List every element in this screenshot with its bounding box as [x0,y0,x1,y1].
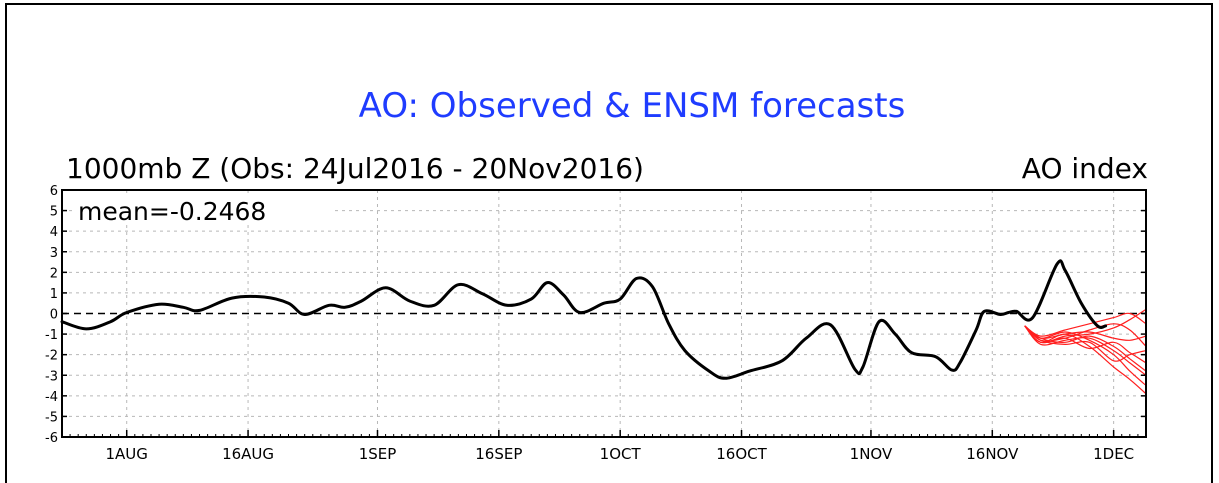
chart-frame [5,3,1213,483]
x-tick-label: 16NOV [966,445,1019,463]
y-tick-label: 2 [50,266,58,281]
y-tick-label: 6 [50,184,58,199]
forecast-lines [1024,308,1147,395]
chart-subtitle: 1000mb Z (Obs: 24Jul2016 - 20Nov2016) [66,152,644,185]
forecast-member-line [1024,325,1147,364]
y-axis-ticks: 6 5 4 3 2 1 0 -1 -2 -3 -4 -5 -6 [45,184,1146,446]
y-tick-label: 3 [50,246,58,261]
forecast-member-line [1024,325,1147,376]
forecast-member-line [1024,325,1147,362]
mean-annotation: mean=-0.2468 [78,197,266,226]
observed-series-line [60,259,1108,380]
y-tick-label: -3 [45,369,58,384]
x-tick-label: 1DEC [1093,445,1134,463]
y-tick-label: -2 [45,349,58,364]
forecast-member-line [1024,325,1147,372]
x-tick-label: 1AUG [106,445,148,463]
annotation-background [72,196,332,224]
y-tick-label: 0 [50,308,58,323]
x-axis-ticks: 1AUG 16AUG 1SEP 16SEP 1OCT 16OCT 1NOV 16NOV 1DEC [61,430,1147,463]
x-tick-label: 16SEP [475,445,522,463]
y-tick-label: -1 [45,328,58,343]
grid-lines [62,190,1146,437]
x-tick-label: 16AUG [222,445,274,463]
y-tick-label: 1 [50,287,58,302]
x-tick-label: 1OCT [600,445,642,463]
y-tick-label: -6 [45,431,58,446]
x-tick-label: 1SEP [359,445,397,463]
chart-title: AO: Observed & ENSM forecasts [359,86,906,126]
x-tick-label: 1NOV [850,445,893,463]
x-tick-label: 16OCT [716,445,767,463]
y-tick-label: 4 [50,225,58,240]
y-tick-label: -4 [45,390,58,405]
ao-index-chart: AO: Observed & ENSM forecasts 1000mb Z (… [45,86,1148,463]
forecast-member-line [1024,312,1147,337]
index-label: AO index [1022,152,1148,185]
y-tick-label: -5 [45,410,58,425]
y-tick-label: 5 [50,205,58,220]
